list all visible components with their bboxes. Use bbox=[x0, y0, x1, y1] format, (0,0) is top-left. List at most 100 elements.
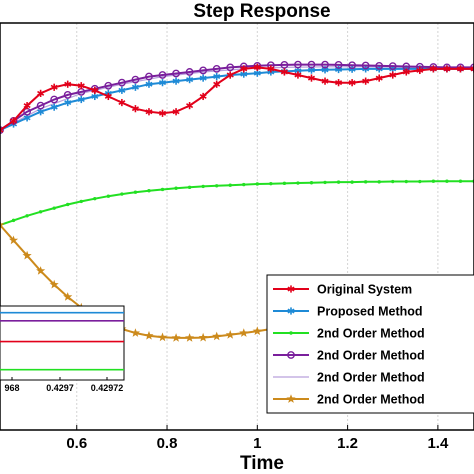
series-2-point bbox=[186, 77, 194, 83]
series-2-point bbox=[64, 100, 72, 106]
legend-label: 2nd Order Method bbox=[317, 349, 425, 363]
legend-label: 2nd Order Method bbox=[317, 393, 425, 407]
series-3-point bbox=[296, 181, 300, 185]
series-4-point bbox=[145, 72, 153, 81]
x-tick-label: 1 bbox=[253, 435, 261, 452]
series-1-point bbox=[64, 81, 72, 87]
inset-tick-label: 0.42972 bbox=[91, 383, 124, 393]
series-1-point bbox=[226, 72, 234, 78]
series-2-point bbox=[50, 104, 58, 110]
series-2-point bbox=[77, 97, 85, 102]
x-axis-label: Time bbox=[240, 453, 284, 474]
series-3-point bbox=[79, 199, 83, 204]
series-6-point bbox=[63, 292, 73, 301]
series-4-point bbox=[199, 66, 208, 75]
series-6-point bbox=[0, 220, 5, 229]
series-1-point bbox=[199, 93, 207, 99]
series-1-point bbox=[389, 72, 397, 78]
series-1-point bbox=[443, 66, 451, 72]
series-3-point bbox=[282, 181, 287, 186]
series-2-point bbox=[199, 75, 207, 81]
series-2-point bbox=[91, 93, 99, 99]
series-4-point bbox=[334, 61, 343, 69]
series-6-point bbox=[49, 279, 59, 289]
series-3-point bbox=[214, 184, 219, 188]
series-2-point bbox=[321, 67, 329, 73]
series-6-point bbox=[225, 330, 235, 339]
series-5 bbox=[0, 66, 474, 131]
series-2 bbox=[0, 65, 474, 134]
series-3-point bbox=[242, 182, 246, 187]
series-1-point bbox=[91, 87, 99, 93]
series-3-point bbox=[174, 186, 178, 190]
series-6-point bbox=[185, 333, 195, 342]
series-6-point bbox=[130, 328, 140, 337]
series-3-line bbox=[0, 180, 474, 226]
series-3-point bbox=[160, 187, 165, 192]
series-2-point bbox=[23, 115, 31, 121]
series-3-point bbox=[38, 210, 43, 214]
series-4-point bbox=[63, 91, 72, 99]
series-2-point bbox=[213, 74, 221, 80]
series-1-point bbox=[294, 72, 302, 78]
x-tick-label: 0.6 bbox=[66, 435, 87, 452]
x-tick-label: 1.2 bbox=[337, 435, 358, 452]
series-4-point bbox=[226, 63, 235, 72]
series-6-point bbox=[36, 266, 46, 275]
series-4-point bbox=[212, 65, 221, 73]
legend-label: 2nd Order Method bbox=[317, 327, 425, 341]
series-4-point bbox=[348, 61, 357, 70]
series-3-point bbox=[66, 202, 70, 207]
series-1-line bbox=[0, 66, 474, 131]
legend-entry-2: Proposed Method bbox=[273, 305, 423, 319]
series-2-point bbox=[240, 71, 248, 77]
series-4-point bbox=[36, 101, 45, 110]
series-3-point bbox=[228, 183, 232, 187]
legend-label: Original System bbox=[317, 283, 412, 297]
series-1-point bbox=[186, 103, 194, 109]
series-4-line bbox=[0, 63, 474, 131]
series-1-point bbox=[456, 66, 464, 72]
series-4-point bbox=[375, 61, 384, 70]
series-2-point bbox=[145, 81, 153, 87]
plot-frame bbox=[0, 22, 474, 431]
zoom-inset: 968 0.4297 0.42972 bbox=[0, 305, 125, 393]
series-6-point bbox=[212, 331, 222, 341]
series-1-point bbox=[37, 90, 45, 96]
x-axis-ticks: 0.6 0.8 1 1.2 1.4 bbox=[66, 425, 449, 452]
series-3-point bbox=[404, 179, 408, 184]
series-2-point bbox=[118, 87, 126, 93]
series-6-point bbox=[171, 333, 181, 342]
series-4-point bbox=[280, 61, 289, 69]
series-1-point bbox=[240, 66, 248, 72]
series-3-point bbox=[106, 194, 111, 198]
series-1-point bbox=[470, 67, 474, 72]
series-1-point bbox=[10, 118, 18, 124]
series-3-point bbox=[336, 180, 341, 184]
series-1-point bbox=[280, 69, 288, 75]
series-2-point bbox=[253, 70, 261, 76]
series-1-point bbox=[77, 83, 85, 89]
series-6-point bbox=[144, 330, 154, 340]
series-3-point bbox=[25, 214, 29, 218]
series-1-point bbox=[158, 110, 167, 116]
legend: Original System Proposed Method 2nd Order … bbox=[266, 274, 474, 414]
series-3-point bbox=[391, 179, 395, 184]
series-4-point bbox=[307, 60, 316, 69]
legend-marker bbox=[287, 308, 295, 314]
chart-title: Step Response bbox=[193, 1, 330, 22]
series-5-line bbox=[0, 66, 474, 131]
series-1-point bbox=[375, 75, 383, 81]
series-4-point bbox=[117, 78, 126, 87]
series-4-point bbox=[294, 60, 302, 69]
legend-marker bbox=[286, 394, 296, 403]
series-1-point bbox=[348, 80, 356, 86]
series-3-point bbox=[269, 181, 273, 186]
series-1-point bbox=[335, 80, 343, 86]
series-3-point bbox=[147, 188, 151, 193]
series-4-point bbox=[185, 68, 194, 76]
series-2-point bbox=[294, 68, 302, 74]
series-6-point bbox=[198, 332, 208, 342]
series-1-point bbox=[0, 129, 4, 133]
series-3-point bbox=[377, 180, 381, 184]
